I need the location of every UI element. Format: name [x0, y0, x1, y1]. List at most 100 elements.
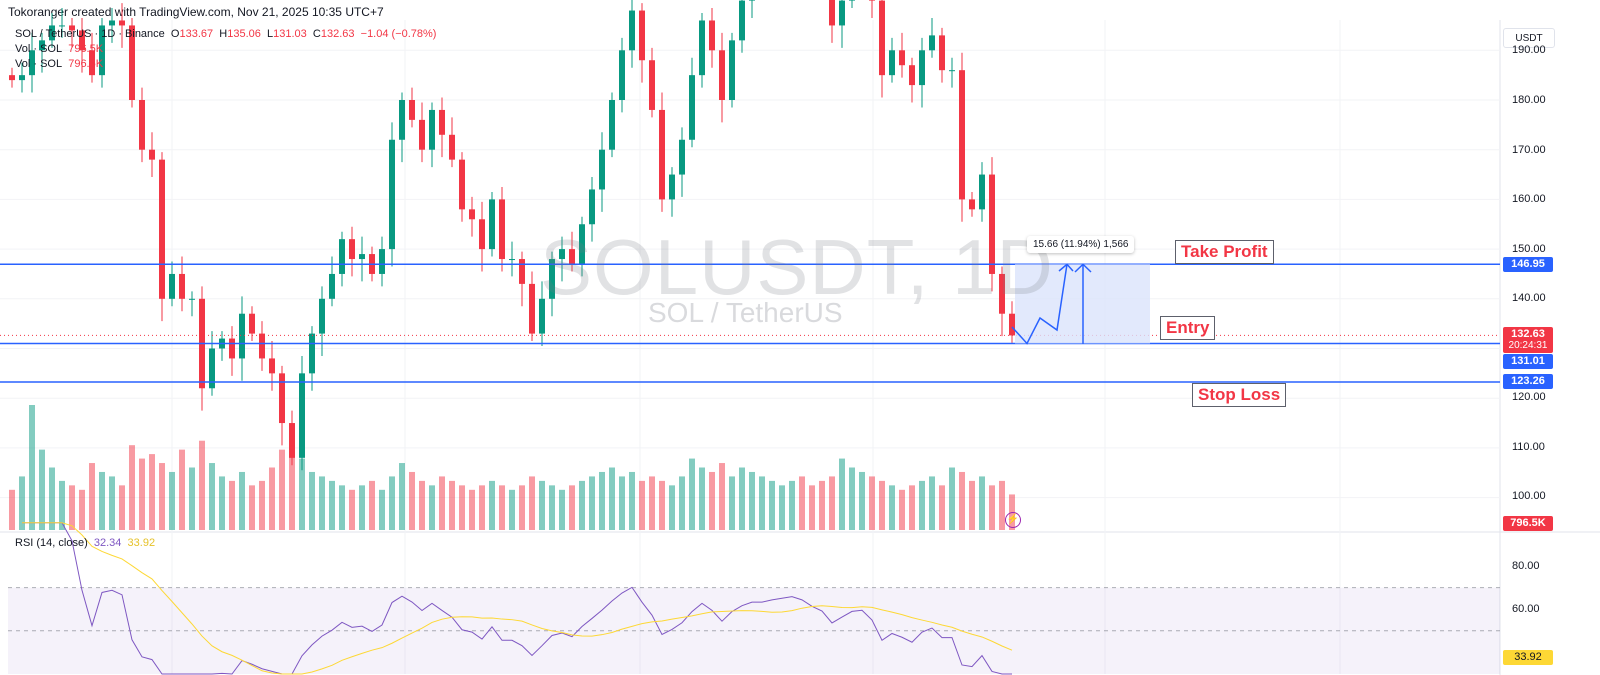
volume-bar — [369, 480, 375, 530]
arrow-head-icon — [1058, 263, 1074, 272]
high-value: 135.06 — [227, 28, 261, 40]
candle-body — [849, 0, 855, 1]
volume-bar — [749, 471, 755, 530]
currency-button[interactable]: USDT — [1503, 28, 1555, 48]
volume-bar — [759, 476, 765, 530]
chart-credit: Tokoranger created with TradingView.com,… — [8, 5, 384, 19]
volume-bar — [169, 471, 175, 530]
last-price: 132.63 — [1511, 328, 1545, 340]
candle-body — [739, 0, 745, 41]
candle-body — [729, 40, 735, 100]
volume-bar — [529, 476, 535, 530]
candle-body — [929, 35, 935, 51]
volume-bar — [929, 476, 935, 530]
volume-bar — [479, 485, 485, 530]
volume-legend-2[interactable]: Vol · SOL 796.5K — [15, 58, 103, 70]
rsi-ma-value: 33.92 — [127, 537, 156, 549]
candle-body — [619, 50, 625, 100]
volume-bar — [769, 480, 775, 530]
candle-body — [899, 50, 905, 66]
candle-body — [309, 333, 315, 374]
volume-bar — [879, 480, 885, 530]
volume-bar — [809, 485, 815, 530]
candle-body — [239, 313, 245, 359]
volume-bar — [969, 480, 975, 530]
volume-bar — [869, 476, 875, 530]
candle-body — [629, 10, 635, 51]
volume-bar — [739, 467, 745, 530]
candle-body — [989, 174, 995, 274]
candle-body — [89, 50, 95, 76]
candle-body — [389, 139, 395, 250]
candle-body — [529, 283, 535, 334]
candle-body — [879, 0, 885, 76]
volume-bar — [139, 458, 145, 530]
volume-bar — [319, 476, 325, 530]
volume-legend-1[interactable]: Vol · SOL 796.5K — [15, 43, 103, 55]
price-tick: 160.00 — [1512, 193, 1546, 205]
volume-bar — [239, 471, 245, 530]
take-profit-label[interactable]: Take Profit — [1175, 240, 1274, 264]
volume-bar — [829, 476, 835, 530]
candle-body — [39, 40, 45, 51]
low-label: L — [267, 28, 274, 40]
candle-body — [9, 75, 15, 81]
volume-bar — [69, 485, 75, 530]
volume-bar — [439, 476, 445, 530]
candle-body — [679, 139, 685, 175]
entry-label[interactable]: Entry — [1160, 316, 1216, 340]
candle-body — [909, 65, 915, 86]
rsi-tick: 80.00 — [1512, 560, 1540, 572]
measure-label[interactable]: 15.66 (11.94%) 1,566 — [1027, 236, 1135, 253]
candle-body — [939, 35, 945, 71]
candle-body — [149, 149, 155, 160]
candle-body — [379, 249, 385, 274]
volume-bar — [519, 485, 525, 530]
candle-body — [839, 0, 845, 26]
volume-bar — [269, 467, 275, 530]
candle-body — [179, 273, 185, 299]
volume-tag: 796.5K — [1503, 516, 1553, 531]
stop-loss-price-tag: 123.26 — [1503, 374, 1553, 389]
candle-body — [439, 109, 445, 135]
candle-body — [409, 100, 415, 120]
candle-body — [59, 25, 65, 27]
rsi-legend[interactable]: RSI (14, close) 32.34 33.92 — [15, 537, 155, 549]
volume-bar — [909, 485, 915, 530]
candle-body — [249, 313, 255, 334]
candle-body — [329, 273, 335, 299]
candle-body — [359, 254, 365, 260]
stop-loss-label[interactable]: Stop Loss — [1192, 383, 1287, 407]
candle-body — [29, 50, 35, 76]
symbol-legend[interactable]: SOL / TetherUS · 1D · Binance O133.67 H1… — [15, 28, 436, 40]
price-tick: 120.00 — [1512, 391, 1546, 403]
candle-body — [609, 100, 615, 150]
volume-bar — [919, 480, 925, 530]
candle-body — [1009, 313, 1015, 336]
candle-body — [269, 358, 275, 374]
volume-bar — [99, 471, 105, 530]
candle-body — [659, 109, 665, 200]
watermark-name: SOL / TetherUS — [648, 297, 843, 328]
candle-body — [869, 0, 875, 1]
candle-body — [79, 30, 85, 51]
volume-bar — [39, 449, 45, 530]
candle-body — [969, 199, 975, 210]
candle-body — [949, 70, 955, 72]
candle-body — [999, 273, 1005, 314]
candle-body — [299, 373, 305, 458]
volume-bar — [429, 485, 435, 530]
candle-body — [499, 199, 505, 260]
volume-bar — [599, 471, 605, 530]
volume-bar — [309, 471, 315, 530]
rsi-line — [22, 522, 1012, 675]
volume-bar — [109, 476, 115, 530]
lightning-icon[interactable]: ⚡ — [1005, 512, 1021, 528]
volume-bar — [719, 463, 725, 530]
candle-body — [559, 249, 565, 260]
candle-body — [699, 20, 705, 76]
candle-body — [889, 50, 895, 76]
candle-body — [289, 423, 295, 458]
candle-body — [469, 209, 475, 220]
